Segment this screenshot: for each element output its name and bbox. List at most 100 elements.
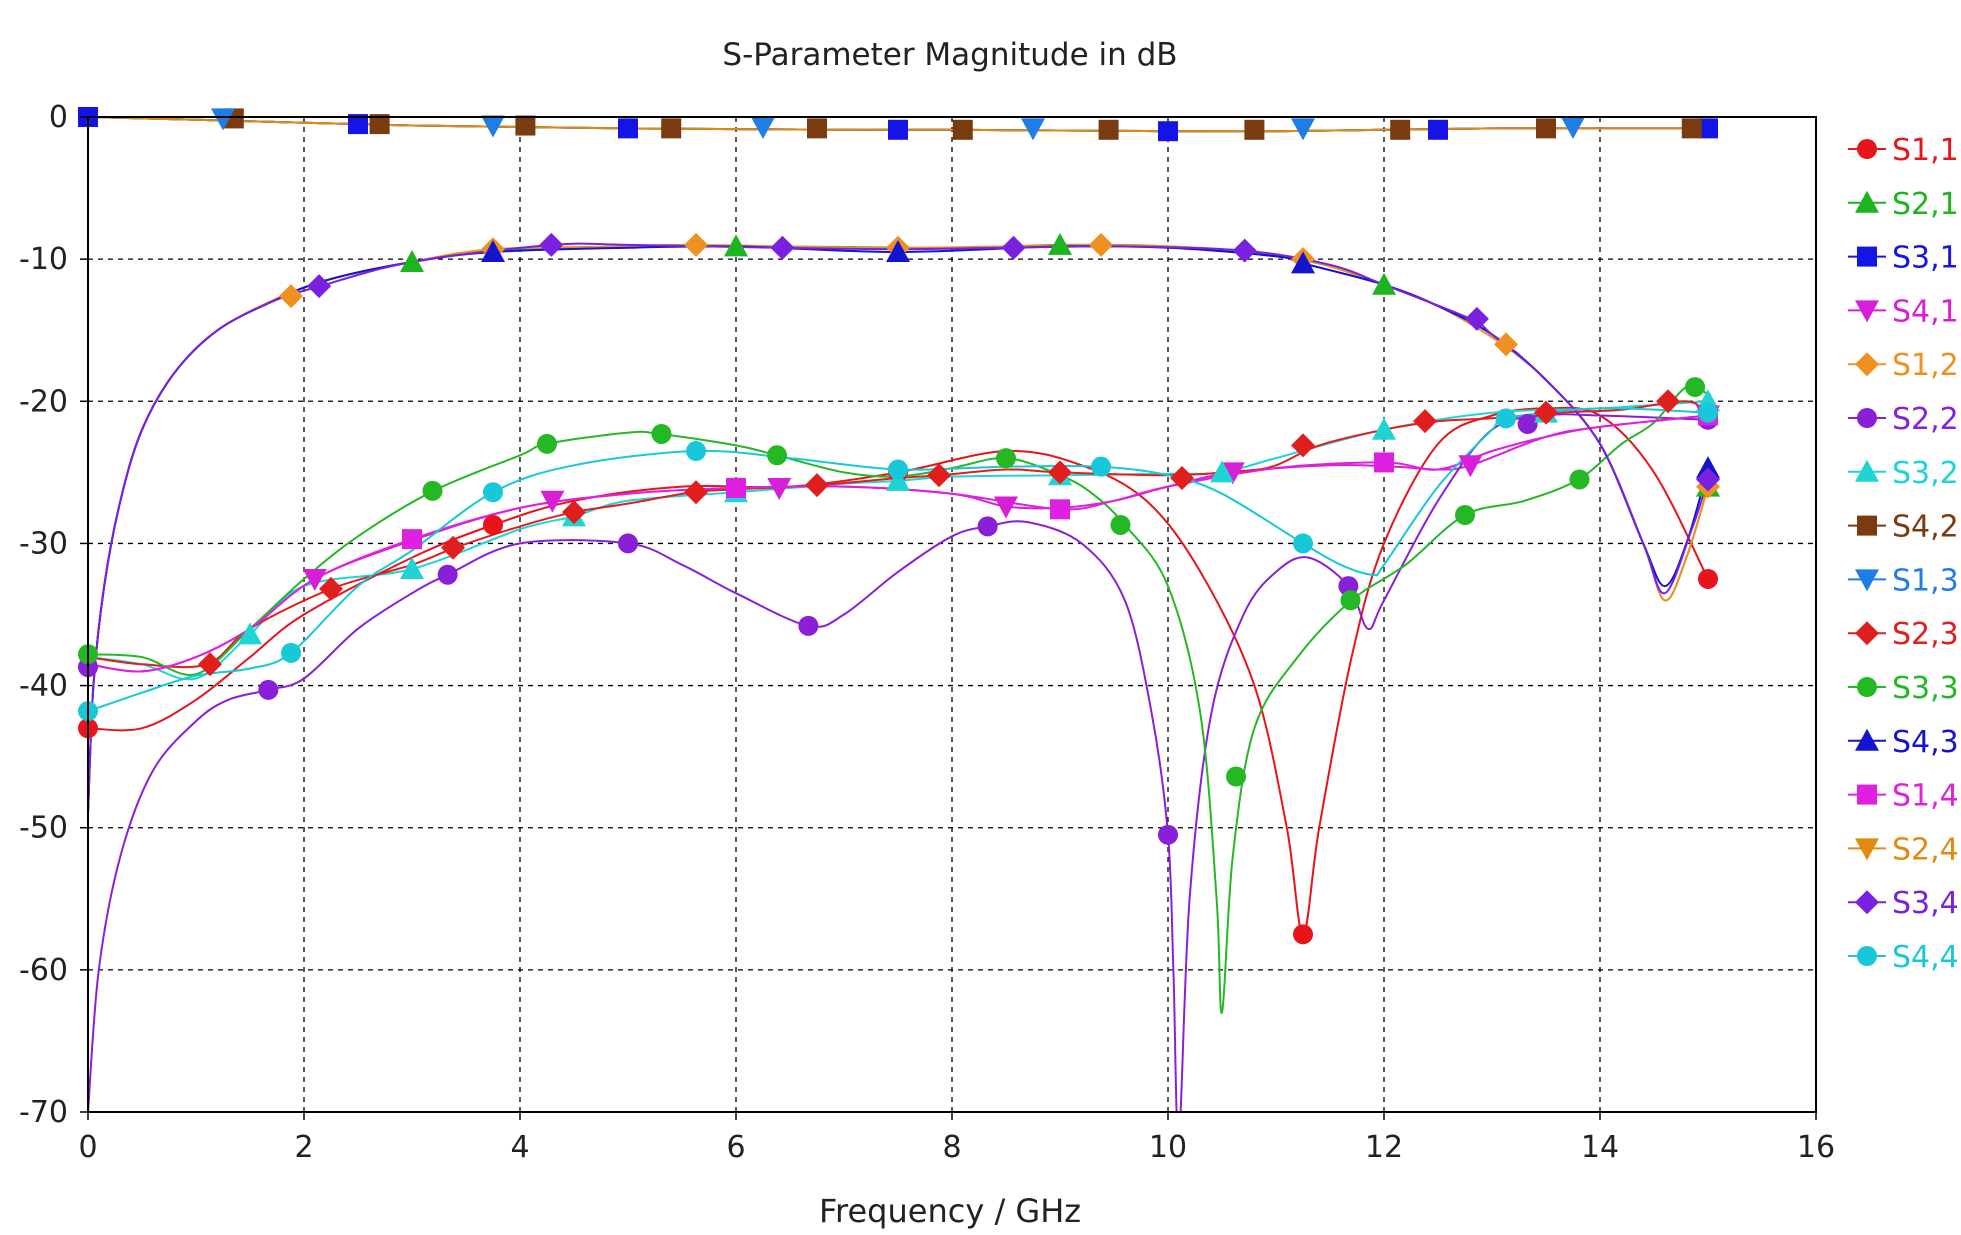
legend-item-s3-3: S3,3 [1848, 671, 1959, 706]
legend-marker [1857, 246, 1877, 267]
legend-label: S2,1 [1892, 187, 1959, 222]
data-point-s1-2 [1494, 332, 1519, 357]
data-point-s4-2 [1244, 119, 1265, 140]
series-line-s1-4 [88, 414, 1709, 673]
data-point-s4-2 [1536, 118, 1556, 139]
data-point-s2-3 [805, 473, 829, 498]
data-point-s3-1 [888, 119, 908, 140]
data-point-s3-4 [1464, 306, 1489, 331]
data-point-s3-3 [651, 423, 672, 444]
data-point-s4-2 [661, 118, 682, 139]
legend-label: S4,4 [1892, 940, 1959, 975]
x-tick-label: 16 [1797, 1130, 1835, 1165]
data-point-s4-1 [1458, 455, 1483, 478]
data-point-s1-3 [211, 108, 235, 131]
x-tick-label: 10 [1149, 1130, 1187, 1165]
data-point-s3-2 [400, 557, 424, 580]
data-point-s1-3 [751, 116, 775, 139]
data-point-s4-4 [1293, 533, 1313, 554]
series-line-s2-3 [88, 400, 1709, 669]
data-point-s1-2 [1089, 232, 1114, 257]
data-point-s4-1 [994, 496, 1018, 519]
data-point-s3-3 [537, 433, 557, 454]
legend: S1,1 S2,1 S3,1 S4,1 S1,2 S2,2 S3,2 S4,2 S1,3 S2,3… [1848, 133, 1959, 975]
data-point-s1-1 [483, 514, 503, 535]
data-point-s3-4 [770, 235, 795, 260]
x-tick-label: 4 [510, 1130, 529, 1165]
data-point-s3-1 [1698, 118, 1718, 139]
data-point-s2-3 [1291, 433, 1315, 458]
legend-label: S4,3 [1892, 725, 1959, 760]
data-point-s3-2 [238, 622, 262, 645]
data-point-s2-2 [258, 679, 279, 700]
legend-marker [1855, 890, 1879, 915]
legend-label: S3,3 [1892, 671, 1959, 706]
legend-item-s3-4: S3,4 [1848, 886, 1959, 921]
data-point-s4-2 [807, 118, 827, 139]
legend-label: S4,1 [1892, 294, 1959, 329]
legend-item-s1-1: S1,1 [1848, 133, 1959, 168]
legend-marker [1855, 621, 1879, 646]
data-point-s1-4 [1050, 499, 1070, 520]
data-point-s4-4 [281, 642, 302, 663]
data-point-s2-2 [437, 564, 458, 585]
legend-marker [1857, 946, 1877, 966]
x-tick-label: 0 [78, 1130, 97, 1165]
data-point-s2-3 [1048, 460, 1072, 485]
legend-item-s2-1: S2,1 [1848, 187, 1959, 222]
data-point-s2-3 [684, 480, 709, 505]
data-point-s2-1 [1048, 232, 1072, 255]
data-point-s1-4 [726, 477, 746, 498]
data-point-s2-2 [977, 516, 998, 537]
legend-marker [1855, 728, 1879, 751]
legend-label: S2,3 [1892, 617, 1959, 652]
legend-item-s1-2: S1,2 [1848, 348, 1959, 383]
data-point-s4-1 [302, 568, 327, 591]
data-point-s3-4 [1001, 235, 1026, 260]
series-markers [78, 107, 1720, 945]
data-point-s2-3 [1170, 466, 1195, 491]
data-point-s3-3 [1569, 469, 1590, 490]
data-point-s2-2 [1158, 824, 1178, 845]
y-tick-label: -20 [19, 384, 68, 419]
data-point-s2-1 [1372, 272, 1396, 295]
legend-marker [1857, 515, 1877, 536]
data-point-s4-4 [483, 482, 503, 503]
data-point-s3-2 [1372, 417, 1396, 440]
legend-marker [1857, 408, 1877, 428]
data-point-s4-1 [767, 477, 792, 500]
legend-marker [1857, 784, 1877, 805]
legend-label: S3,1 [1892, 241, 1959, 276]
legend-label: S1,2 [1892, 348, 1959, 383]
x-axis-label: Frequency / GHz [819, 1192, 1081, 1230]
data-point-s1-3 [481, 115, 505, 138]
y-tick-label: -50 [19, 811, 68, 846]
data-point-s4-2 [515, 115, 536, 136]
series-line-s3-4 [88, 242, 1709, 814]
y-tick-label: -70 [19, 1095, 68, 1130]
series-line-s4-4 [88, 407, 1709, 713]
legend-marker [1857, 139, 1877, 159]
legend-label: S4,2 [1892, 510, 1959, 545]
data-point-s4-3 [1696, 456, 1720, 479]
data-point-s3-4 [1696, 467, 1720, 492]
chart-title: S-Parameter Magnitude in dB [722, 37, 1177, 73]
data-point-s1-3 [1291, 118, 1315, 141]
y-tick-label: -40 [19, 669, 68, 704]
data-point-s3-3 [1340, 590, 1361, 611]
x-tick-label: 8 [942, 1130, 961, 1165]
legend-item-s1-3: S1,3 [1848, 563, 1959, 598]
data-point-s4-2 [952, 119, 973, 140]
data-point-s3-3 [996, 448, 1016, 469]
data-point-s4-2 [1681, 118, 1702, 139]
y-tick-label: -30 [19, 526, 68, 561]
legend-item-s4-1: S4,1 [1848, 294, 1959, 329]
data-point-s3-3 [1455, 505, 1475, 525]
series-line-s1-1 [88, 406, 1709, 936]
y-tick-label: -10 [19, 242, 68, 277]
x-tick-label: 2 [294, 1130, 313, 1165]
data-point-s4-2 [1390, 119, 1411, 140]
data-point-s1-2 [684, 232, 709, 257]
data-point-s1-2 [279, 284, 304, 309]
